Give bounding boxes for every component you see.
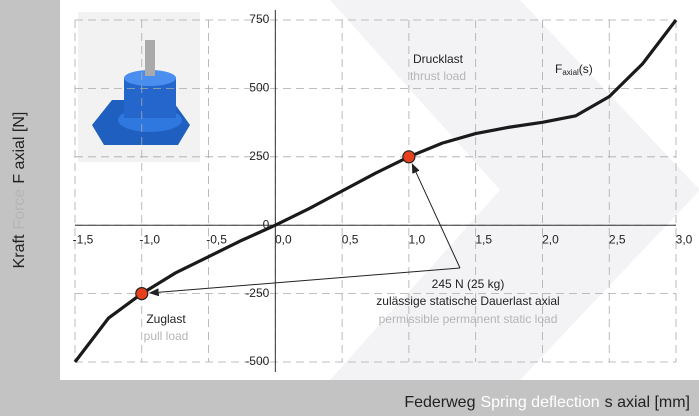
photo-bolt [145,40,155,76]
annotation: 245 N (25 kg) [432,277,505,291]
arrow [148,267,461,297]
y-label-part: Force [11,189,28,230]
series-label-part: axial [562,68,579,77]
y-label-part: Kraft [11,234,28,268]
y-tick-label: -250 [245,286,269,300]
series-label: Faxial(s) [555,62,593,77]
x-tick-label: 1,0 [409,232,426,246]
x-label-part: Spring deflection [480,394,599,411]
watermark [330,0,699,380]
y-tick-label: 500 [249,81,269,95]
annotation: Drucklast [413,52,464,66]
annotation: zulässige statische Dauerlast axial [376,294,559,308]
annotation: Zuglast [146,312,186,326]
series-label-part: F [555,62,562,76]
annotation: permissible permanent static load [379,312,558,326]
x-label-part: Federweg [404,394,475,411]
series-label-part: (s) [579,62,593,76]
x-tick-label: 2,0 [542,232,559,246]
annotation: pull load [144,329,189,343]
x-tick-label: 2,5 [609,232,626,246]
photo-top [124,70,176,86]
curve [73,19,678,363]
y-tick-label: 0 [263,217,270,231]
arrow [411,163,461,269]
y-tick-label: -500 [245,354,269,368]
y-tick-label: 250 [249,149,269,163]
x-tick-label: 0,5 [342,232,359,246]
x-axis-label: Federweg Spring deflection s axial [mm] [404,394,690,411]
point-marker [135,287,149,301]
product-photo [78,12,200,162]
x-label-part: s axial [mm] [605,394,690,411]
annotation: thrust load [410,69,466,83]
x-tick-label: -1,0 [139,232,160,246]
y-label-part: F axial [N] [11,112,28,184]
y-tick-label: 750 [249,12,269,26]
x-tick-label: -1,5 [73,232,94,246]
x-tick-label: 3,0 [676,232,693,246]
point-marker [402,150,416,164]
y-axis-label: Kraft Force F axial [N] [11,112,28,269]
x-tick-label: -0,5 [206,232,227,246]
x-tick-label: 1,5 [475,232,492,246]
x-tick-label: 0,0 [275,232,292,246]
